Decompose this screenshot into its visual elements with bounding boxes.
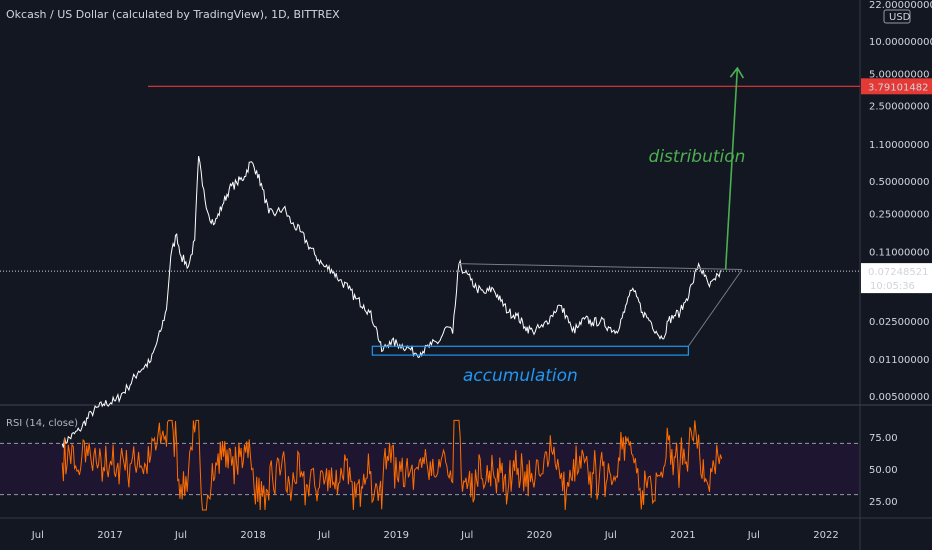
time-tick-label: Jul: [174, 530, 187, 541]
rsi-tick-label: 50.00: [869, 465, 898, 476]
price-tick-label: 0.00500000: [869, 392, 929, 403]
resistance-price-label: 3.79101482: [868, 82, 928, 93]
time-tick-label: Jul: [31, 530, 44, 541]
time-tick-label: 2021: [670, 530, 695, 541]
rsi-tick-label: 25.00: [869, 497, 898, 508]
currency-badge: [883, 9, 911, 24]
distribution-label: distribution: [649, 147, 746, 167]
price-tick-label: 0.02500000: [869, 317, 929, 328]
price-series-line: [61, 155, 722, 448]
price-tick-label: 1.10000000: [869, 140, 929, 151]
price-tick-label: 5.00000000: [869, 69, 929, 80]
time-tick-label: Jul: [460, 530, 473, 541]
current-price-label: 0.07248521: [868, 267, 928, 278]
price-tick-label: 0.01100000: [869, 355, 929, 366]
price-tick-label: 0.25000000: [869, 209, 929, 220]
time-tick-label: 2017: [97, 530, 122, 541]
price-tick-label: 10.00000000: [869, 37, 932, 48]
projection-arrowhead: [729, 66, 745, 79]
time-tick-label: 2018: [240, 530, 265, 541]
time-tick-label: 2019: [384, 530, 409, 541]
resistance-price-badge: [861, 78, 932, 95]
symbol-title: Okcash / US Dollar (calculated by Tradin…: [6, 8, 340, 21]
time-tick-label: 2022: [813, 530, 838, 541]
lower-trendline: [687, 269, 743, 347]
price-tick-label: 0.50000000: [869, 177, 929, 188]
rsi-series-line: [61, 419, 723, 511]
upper-trendline: [458, 263, 743, 271]
countdown-label: 10:05:36: [870, 281, 915, 292]
price-tick-label: 22.00000000: [869, 0, 932, 11]
time-tick-label: Jul: [747, 530, 760, 541]
time-tick-label: Jul: [317, 530, 330, 541]
price-tick-label: 2.50000000: [869, 102, 929, 113]
projection-arrow: [724, 68, 739, 270]
price-tick-label: 0.11000000: [869, 248, 929, 259]
rsi-tick-label: 75.00: [869, 433, 898, 444]
rsi-label: RSI (14, close): [6, 418, 79, 429]
current-price-badge: [861, 263, 932, 294]
time-tick-label: 2020: [527, 530, 552, 541]
time-tick-label: Jul: [604, 530, 617, 541]
currency-label: USD: [889, 12, 911, 23]
accumulation-label: accumulation: [463, 366, 578, 386]
accumulation-box: [371, 345, 689, 356]
